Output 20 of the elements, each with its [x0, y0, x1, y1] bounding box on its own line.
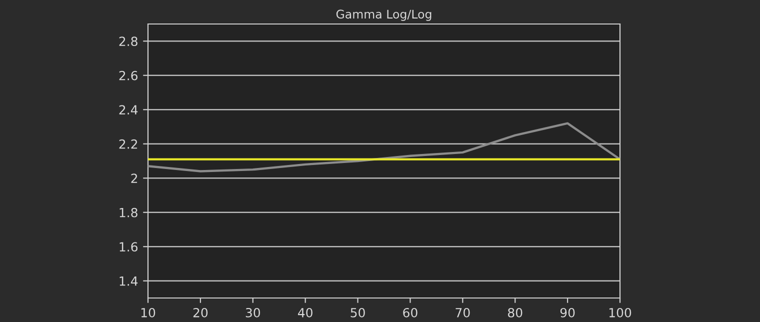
y-tick-label: 1.6: [120, 242, 138, 252]
y-tick-label: 2.8: [119, 36, 138, 46]
y-tick-label: 2.6: [119, 70, 138, 80]
x-tick-label: 10: [141, 308, 156, 318]
x-tick-label: 60: [403, 308, 418, 318]
line-series: [148, 122, 620, 172]
y-tick-label: 2.2: [119, 139, 138, 149]
x-tick-label: 40: [298, 308, 312, 318]
y-tick-label: 1.8: [120, 208, 138, 218]
y-tick-label: 2: [131, 174, 138, 183]
y-tick-label: 1.4: [120, 276, 138, 286]
chart-title: Gamma Log/Log: [336, 10, 432, 21]
x-tick-label: 80: [508, 308, 522, 318]
x-tick-label: 90: [560, 308, 575, 318]
x-tick-label: 20: [193, 308, 208, 318]
x-tick-label: 70: [456, 308, 470, 318]
y-tick-label: 2.4: [119, 105, 138, 114]
x-tick-label: 50: [350, 308, 365, 318]
x-tick-label: 30: [246, 308, 260, 318]
x-tick-label: 100: [609, 308, 632, 318]
